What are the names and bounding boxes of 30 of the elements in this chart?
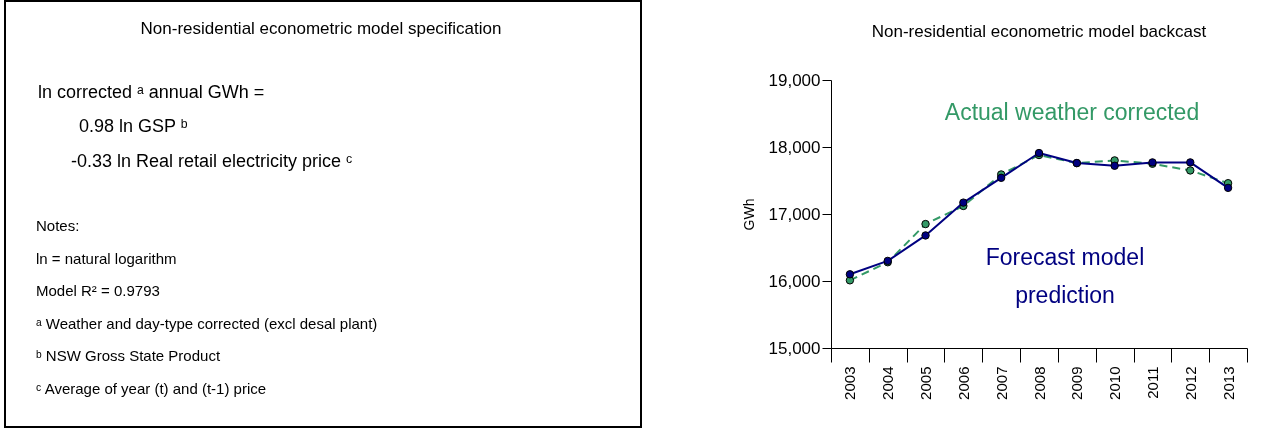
y-tick-label: 17,000: [768, 204, 821, 224]
series-label: Forecast model prediction: [985, 244, 1145, 308]
text: ln corrected ᵃ annual GWh =: [38, 82, 265, 102]
x-tick-label: 2013: [1219, 366, 1237, 400]
y-tick-label: 18,000: [768, 137, 821, 157]
text: -0.33 ln Real retail electricity price ᶜ: [71, 151, 353, 171]
text: ᵃ Weather and day-type corrected (excl desal plant): [36, 314, 378, 332]
x-tick-label: 2011: [1143, 366, 1161, 399]
x-tick-label: 2010: [1106, 366, 1124, 400]
y-axis-title: GWh: [740, 198, 757, 231]
x-tick-label: 2008: [1030, 366, 1048, 400]
text: Non-residential econometric model specification: [140, 19, 502, 38]
text: ᵇ NSW Gross State Product: [36, 347, 221, 364]
x-tick-label: 2005: [917, 366, 935, 400]
x-tick-label: 2007: [992, 366, 1010, 400]
x-tick-label: 2012: [1181, 366, 1199, 400]
chart-title: Non-residential econometric model backcast: [871, 22, 1207, 41]
x-tick-label: 2006: [954, 366, 972, 400]
y-tick-label: 19,000: [768, 70, 821, 90]
text: 0.98 ln GSP ᵇ: [79, 116, 188, 136]
series-label: Actual weather corrected: [944, 99, 1200, 125]
text: ᶜ Average of year (t) and (t-1) price: [36, 379, 267, 397]
x-tick-label: 2004: [879, 366, 897, 400]
y-tick-label: 16,000: [768, 271, 821, 291]
x-tick-label: 2009: [1068, 366, 1086, 400]
text: Model R² = 0.9793: [36, 282, 160, 299]
text: ln = natural logarithm: [36, 249, 177, 267]
text: Notes:: [36, 217, 80, 234]
x-tick-label: 2003: [841, 366, 859, 400]
y-tick-label: 15,000: [768, 338, 821, 358]
